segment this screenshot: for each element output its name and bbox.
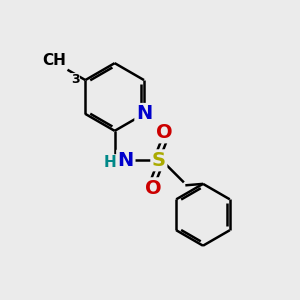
- Text: N: N: [118, 151, 134, 170]
- Text: O: O: [156, 123, 173, 142]
- Text: 3: 3: [71, 73, 80, 86]
- Text: O: O: [145, 179, 161, 198]
- Text: CH: CH: [42, 53, 66, 68]
- Text: N: N: [136, 104, 152, 123]
- Text: H: H: [104, 155, 117, 170]
- Text: S: S: [152, 151, 166, 170]
